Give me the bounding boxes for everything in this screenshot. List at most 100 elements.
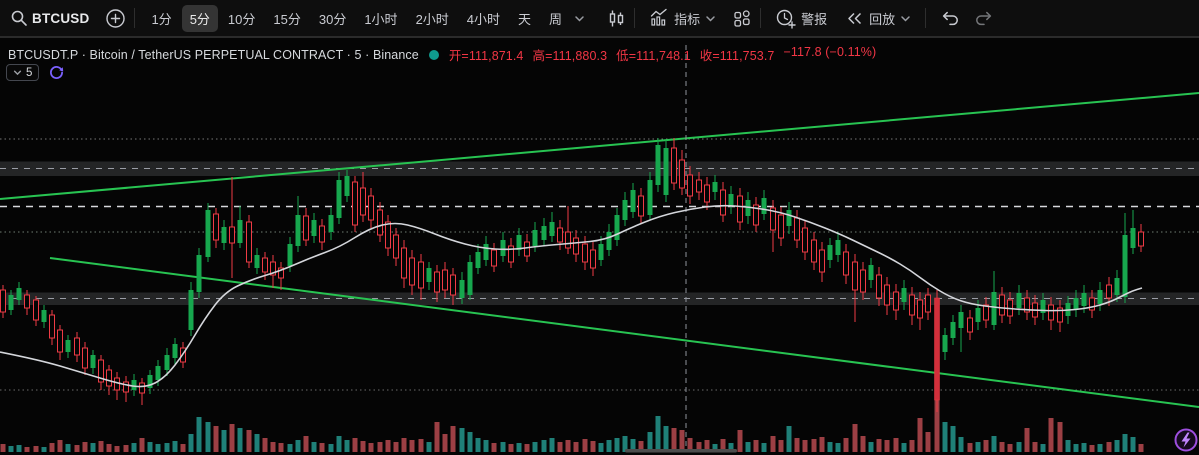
indicators-button[interactable]: 指标 [643, 4, 722, 32]
volume-bar [720, 439, 726, 452]
candle [1081, 293, 1087, 306]
candle [983, 304, 989, 321]
candle [328, 215, 334, 232]
volume-bar [630, 439, 636, 452]
volume-bar [328, 444, 334, 452]
timeframe-chevron-down-icon[interactable] [574, 13, 585, 24]
volume-bar [655, 416, 661, 452]
ohlc-close: 收=111,753.7 [699, 49, 775, 63]
replay-label: 回放 [869, 11, 896, 27]
candle [483, 244, 489, 260]
candle [65, 340, 71, 352]
candle [131, 380, 137, 390]
candle [123, 381, 129, 393]
replay-rewind-icon [845, 9, 864, 28]
market-status-dot[interactable] [428, 49, 439, 60]
candle [778, 214, 784, 239]
scroll-strip[interactable] [625, 449, 737, 453]
volume-bar [319, 443, 325, 452]
candle [745, 200, 751, 216]
volume-bar [975, 442, 981, 452]
volume-bar [663, 426, 669, 452]
candle [139, 382, 145, 394]
volume-bar [1057, 422, 1063, 452]
volume-bar [1114, 440, 1120, 452]
candle [459, 280, 465, 298]
candle [728, 194, 734, 206]
volume-bar [1024, 428, 1030, 452]
search-icon[interactable] [10, 9, 28, 27]
tf-10m[interactable]: 10分 [227, 11, 256, 27]
tf-15m[interactable]: 15分 [273, 11, 301, 27]
candle [467, 262, 473, 295]
volume-bar [852, 424, 858, 452]
candle [794, 217, 800, 241]
volume-bar [671, 428, 677, 452]
indicators-chevron-down-icon [705, 13, 716, 24]
volume-bar [229, 424, 235, 452]
volume-bar [778, 440, 784, 452]
volume-bar [500, 442, 506, 452]
tf-5m[interactable]: 5分 [181, 4, 218, 32]
volume-bar [1032, 442, 1038, 452]
candle [188, 290, 194, 330]
volume-bar [737, 430, 743, 452]
sync-refresh-icon[interactable] [48, 64, 65, 81]
volume-bar [98, 441, 104, 452]
candle [172, 344, 178, 358]
symbol-button[interactable]: BTCUSD [32, 10, 90, 26]
candle [237, 220, 243, 243]
candle [254, 255, 260, 268]
alert-button[interactable]: 警报 [769, 4, 833, 33]
candle [368, 195, 374, 221]
tf-1h[interactable]: 1小时 [364, 11, 398, 27]
chart-style-candles-icon[interactable] [607, 9, 626, 28]
replay-button[interactable]: 回放 [839, 5, 917, 32]
tf-1w[interactable]: 周 [549, 11, 563, 27]
candle [590, 249, 596, 269]
candle [1114, 278, 1120, 295]
candle [385, 221, 391, 249]
undo-icon[interactable] [940, 9, 960, 27]
volume-bar [819, 437, 825, 452]
volume-bar [483, 440, 489, 452]
candle [442, 269, 448, 291]
volume-bar [712, 444, 718, 452]
toolbar-divider [760, 8, 762, 28]
candle [98, 359, 104, 383]
volume-bar [475, 438, 481, 452]
volume-bar [573, 442, 579, 452]
volume-bar [0, 444, 6, 452]
tf-1d[interactable]: 天 [518, 11, 532, 27]
tf-1m[interactable]: 1分 [151, 11, 172, 27]
tf-2h[interactable]: 2小时 [415, 11, 449, 27]
boost-lightning-button[interactable] [1174, 428, 1198, 452]
candle [33, 299, 39, 321]
volume-bar [794, 438, 800, 452]
candle [761, 198, 767, 214]
volume-bar [1097, 444, 1103, 452]
volume-bar [344, 440, 350, 452]
candle [549, 222, 555, 236]
candle [753, 204, 759, 226]
candle [491, 249, 497, 267]
symbol-legend-title[interactable]: BTCUSDT.P · Bitcoin / TetherUS PERPETUAL… [8, 47, 419, 62]
compare-add-icon[interactable] [105, 8, 126, 29]
tf-4h[interactable]: 4小时 [466, 11, 501, 27]
tf-30m[interactable]: 30分 [318, 11, 347, 27]
candle [450, 274, 456, 296]
candle [1089, 297, 1095, 311]
trendline[interactable] [49, 257, 1199, 408]
candle [90, 355, 96, 368]
layout-grid-icon[interactable] [732, 8, 752, 28]
redo-icon[interactable] [974, 9, 994, 27]
chart-canvas[interactable] [0, 38, 1199, 455]
candle [893, 291, 899, 311]
candle [868, 265, 874, 280]
interval-badge[interactable]: 5 [6, 64, 40, 81]
trendline[interactable] [0, 92, 1199, 200]
volume-bar [696, 442, 702, 452]
candle [16, 288, 22, 300]
volume-bar [278, 443, 284, 452]
